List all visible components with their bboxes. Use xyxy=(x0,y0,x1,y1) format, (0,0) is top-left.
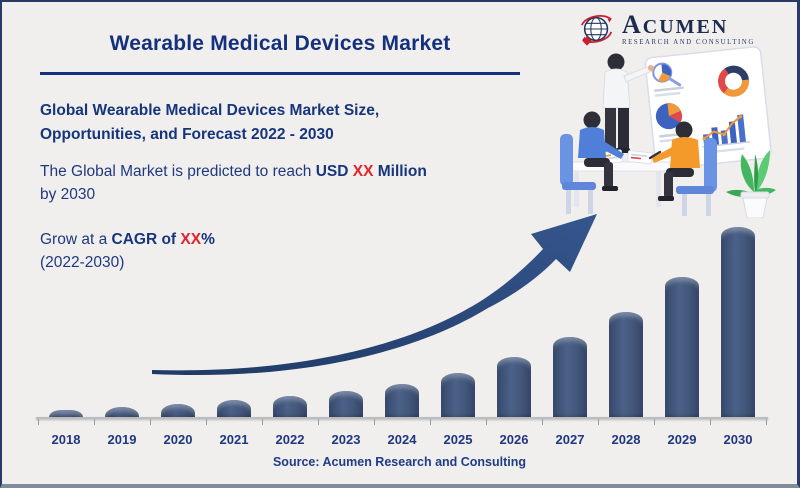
title-underline xyxy=(40,72,520,75)
x-axis-label-2026: 2026 xyxy=(499,432,529,447)
x-axis-label-2020: 2020 xyxy=(163,432,193,447)
cagr-percent-sign: % xyxy=(201,231,215,248)
x-axis-tick xyxy=(766,419,767,425)
bar-2028 xyxy=(609,312,643,417)
x-axis-label-2023: 2023 xyxy=(331,432,361,447)
curved-growth-arrow xyxy=(152,214,597,376)
cagr-line-1: Grow at a CAGR of XX% xyxy=(40,228,520,251)
x-axis-label-2022: 2022 xyxy=(275,432,305,447)
logo-name-rest: CUMEN xyxy=(642,15,729,38)
prediction-text: The Global Market is predicted to reach … xyxy=(40,160,520,206)
bar-slot-2027 xyxy=(542,337,598,417)
prediction-line-2: by 2030 xyxy=(40,186,96,203)
team-meeting-presentation-illustration xyxy=(560,46,776,218)
bar-2024 xyxy=(385,384,419,417)
cagr-label: CAGR of xyxy=(111,231,181,248)
bar-slot-2028 xyxy=(598,312,654,417)
x-axis-tick xyxy=(262,419,263,425)
bar-slot-2023 xyxy=(318,391,374,417)
bar-2022 xyxy=(273,396,307,417)
logo-name: ACUMEN xyxy=(622,9,755,39)
bar-slot-2022 xyxy=(262,396,318,417)
x-axis-tick xyxy=(374,419,375,425)
cagr-text: Grow at a CAGR of XX% (2022-2030) xyxy=(40,228,520,274)
x-axis-label-2029: 2029 xyxy=(667,432,697,447)
x-axis-labels: 2018 2019 2020 2021 2022 2023 2024 2025 2026 2027… xyxy=(38,432,766,447)
prediction-prefix: The Global Market is predicted to reach xyxy=(40,163,316,180)
x-axis-tick xyxy=(598,419,599,425)
bar-slot-2025 xyxy=(430,373,486,417)
source-note: Source: Acumen Research and Consulting xyxy=(272,455,527,469)
cagr-prefix: Grow at a xyxy=(40,231,112,248)
subtitle: Global Wearable Medical Devices Market S… xyxy=(40,99,510,147)
globe-icon xyxy=(581,15,613,46)
bar-slot-2021 xyxy=(206,400,262,417)
bar-2018 xyxy=(49,410,83,417)
prediction-value-placeholder: XX xyxy=(352,163,374,180)
x-axis-tick xyxy=(150,419,151,425)
logo-text: ACUMEN RESEARCH AND CONSULTING xyxy=(622,9,755,47)
x-axis-label-2025: 2025 xyxy=(443,432,473,447)
subtitle-line-2: Opportunities, and Forecast 2022 - 2030 xyxy=(40,126,334,143)
page-title: Wearable Medical Devices Market xyxy=(109,32,451,55)
bar-2030 xyxy=(721,227,755,417)
cagr-line-2: (2022-2030) xyxy=(40,254,125,271)
cagr-value-placeholder: XX xyxy=(180,231,202,248)
bar-slot-2029 xyxy=(654,277,710,417)
x-axis-label-2018: 2018 xyxy=(51,432,81,447)
x-axis-label-2027: 2027 xyxy=(555,432,585,447)
bar-slot-2026 xyxy=(486,357,542,417)
plant-icon xyxy=(726,150,776,218)
x-axis-label-2030: 2030 xyxy=(723,432,753,447)
logo-tagline: RESEARCH AND CONSULTING xyxy=(622,38,755,46)
x-axis-tick xyxy=(430,419,431,425)
prediction-usd: USD xyxy=(315,163,353,180)
bar-2021 xyxy=(217,400,251,417)
x-axis-tick xyxy=(206,419,207,425)
bar-slot-2024 xyxy=(374,384,430,417)
subtitle-line-1: Global Wearable Medical Devices Market S… xyxy=(40,102,380,119)
bar-slot-2019 xyxy=(94,407,150,417)
bar-2029 xyxy=(665,277,699,417)
x-axis-tick xyxy=(318,419,319,425)
prediction-line-1: The Global Market is predicted to reach … xyxy=(40,160,520,183)
bars-row xyxy=(38,217,766,417)
bar-slot-2020 xyxy=(150,404,206,417)
x-axis-label-2021: 2021 xyxy=(219,432,249,447)
logo-name-initial: A xyxy=(622,9,643,39)
bar-2027 xyxy=(553,337,587,417)
x-axis-tick xyxy=(542,419,543,425)
bar-2020 xyxy=(161,404,195,417)
bar-slot-2030 xyxy=(710,227,766,417)
x-axis xyxy=(36,417,768,419)
bar-slot-2018 xyxy=(38,410,94,417)
x-axis-tick xyxy=(486,419,487,425)
x-axis-label-2024: 2024 xyxy=(387,432,417,447)
x-axis-label-2019: 2019 xyxy=(107,432,137,447)
x-axis-ticks xyxy=(38,419,767,425)
x-axis-label-2028: 2028 xyxy=(611,432,641,447)
x-axis-tick xyxy=(710,419,711,425)
x-axis-tick xyxy=(94,419,95,425)
x-axis-tick xyxy=(654,419,655,425)
bar-chart: 2018 2019 2020 2021 2022 2023 2024 2025 2026 2027… xyxy=(36,217,768,447)
bar-2019 xyxy=(105,407,139,417)
x-axis-tick xyxy=(38,419,39,425)
acumen-logo: ACUMEN RESEARCH AND CONSULTING xyxy=(578,8,778,50)
bar-2026 xyxy=(497,357,531,417)
prediction-unit: Million xyxy=(373,163,427,180)
bar-2025 xyxy=(441,373,475,417)
bar-2023 xyxy=(329,391,363,417)
